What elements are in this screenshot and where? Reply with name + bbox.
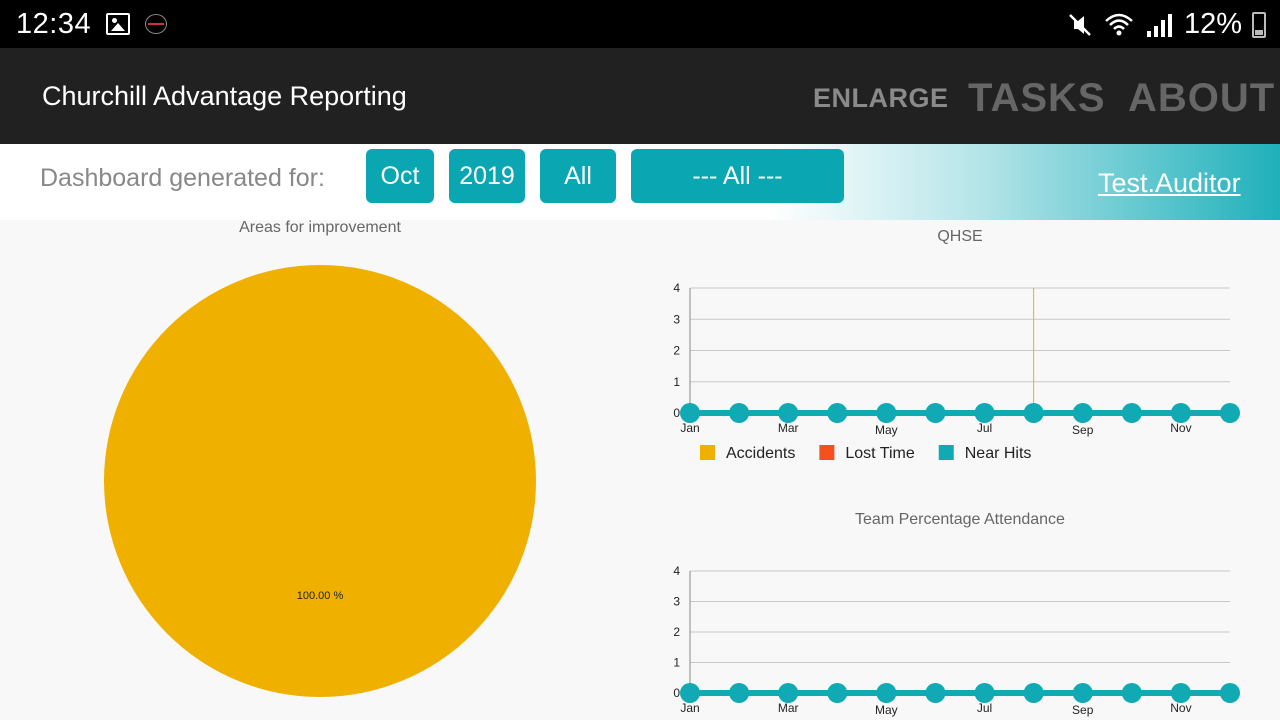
attendance-y-tick-label: 3 xyxy=(673,595,680,609)
attendance-data-point[interactable] xyxy=(876,683,897,703)
attendance-y-tick-label: 2 xyxy=(673,625,680,639)
app-logo-icon xyxy=(145,14,167,34)
attendance-data-point[interactable] xyxy=(1072,683,1093,703)
attendance-y-tick-label: 1 xyxy=(673,656,680,670)
mute-icon xyxy=(1069,13,1091,36)
attendance-data-point[interactable] xyxy=(1170,683,1191,703)
qhse-data-point[interactable] xyxy=(1072,403,1093,423)
year-selector[interactable]: 2019 xyxy=(449,149,525,203)
attendance-chart[interactable]: 0 1 2 3 4 Jan Mar May Jul Sep Nov xyxy=(660,560,1260,720)
qhse-legend-swatch xyxy=(938,445,954,460)
qhse-x-tick-label: Jan xyxy=(680,421,699,435)
attendance-data-point[interactable] xyxy=(680,683,700,703)
attendance-data-point[interactable] xyxy=(778,683,799,703)
attendance-x-tick-label: Sep xyxy=(1072,703,1094,717)
signal-icon xyxy=(1146,13,1172,37)
qhse-legend-label: Lost Time xyxy=(845,445,914,462)
pie-chart-title: Areas for improvement xyxy=(239,219,401,236)
pie-slice-label: 100.00 % xyxy=(297,590,344,602)
attendance-x-tick-label: Mar xyxy=(778,701,799,715)
qhse-y-tick-label: 0 xyxy=(673,406,680,420)
attendance-x-tick-label: May xyxy=(875,703,898,717)
attendance-x-tick-label: Jul xyxy=(977,701,992,715)
battery-icon xyxy=(1252,11,1266,38)
dashboard-label: Dashboard generated for: xyxy=(40,164,325,192)
attendance-data-point[interactable] xyxy=(1023,683,1044,703)
qhse-data-point[interactable] xyxy=(1121,403,1142,423)
attendance-y-tick-label: 0 xyxy=(673,686,680,700)
app-bar: Churchill Advantage Reporting ENLARGE TA… xyxy=(0,48,1280,144)
qhse-legend-label: Near Hits xyxy=(965,445,1032,462)
qhse-x-tick-label: Jul xyxy=(977,421,992,435)
qhse-chart[interactable]: 0 1 2 3 4 Jan Mar May Jul Sep Nov Accidents Lost Tim… xyxy=(660,278,1260,468)
qhse-y-tick-label: 3 xyxy=(673,312,680,326)
qhse-y-tick-label: 2 xyxy=(673,344,680,358)
attendance-x-tick-label: Jan xyxy=(680,701,699,715)
pie-chart[interactable]: 100.00 % xyxy=(90,250,550,710)
pie-slice[interactable] xyxy=(104,265,536,697)
app-title: Churchill Advantage Reporting xyxy=(42,81,407,111)
qhse-data-point[interactable] xyxy=(1220,403,1240,423)
month-selector[interactable]: Oct xyxy=(366,149,434,203)
battery-percent: 12% xyxy=(1183,8,1242,40)
qhse-y-tick-label: 4 xyxy=(673,281,680,295)
qhse-data-point[interactable] xyxy=(1023,403,1044,423)
qhse-x-tick-label: Sep xyxy=(1072,423,1094,437)
qhse-y-tick-label: 1 xyxy=(673,375,680,389)
attendance-data-point[interactable] xyxy=(729,683,750,703)
attendance-chart-title: Team Percentage Attendance xyxy=(855,511,1065,528)
qhse-x-tick-label: Mar xyxy=(778,421,799,435)
qhse-chart-title: QHSE xyxy=(937,228,983,245)
qhse-data-point[interactable] xyxy=(925,403,946,423)
attendance-y-tick-label: 4 xyxy=(673,564,680,578)
qhse-legend-swatch xyxy=(819,445,835,460)
about-button[interactable]: ABOUT xyxy=(1128,76,1276,120)
enlarge-button[interactable]: ENLARGE xyxy=(813,83,949,113)
qhse-data-point[interactable] xyxy=(1170,403,1191,423)
wifi-icon xyxy=(1105,13,1133,35)
qhse-legend-swatch xyxy=(700,445,715,460)
status-bar: 12:34 12% xyxy=(0,0,1280,48)
status-right-group: 12% xyxy=(1066,8,1266,41)
image-icon xyxy=(106,13,130,35)
qhse-data-point[interactable] xyxy=(827,403,848,423)
qhse-x-tick-label: Nov xyxy=(1170,421,1191,435)
qhse-data-point[interactable] xyxy=(974,403,995,423)
tasks-button[interactable]: TASKS xyxy=(968,76,1106,120)
qhse-legend-label: Accidents xyxy=(726,445,795,462)
scope-selector[interactable]: All xyxy=(540,149,616,203)
status-time: 12:34 xyxy=(16,8,92,40)
attendance-data-point[interactable] xyxy=(974,683,995,703)
attendance-data-point[interactable] xyxy=(925,683,946,703)
qhse-data-point[interactable] xyxy=(680,403,700,423)
qhse-x-tick-label: May xyxy=(875,423,898,437)
attendance-data-point[interactable] xyxy=(1220,683,1240,703)
user-link[interactable]: Test.Auditor xyxy=(1098,168,1241,198)
attendance-data-point[interactable] xyxy=(827,683,848,703)
attendance-data-point[interactable] xyxy=(1121,683,1142,703)
filter-bar: Dashboard generated for: Oct 2019 All --… xyxy=(0,144,1280,220)
attendance-x-tick-label: Nov xyxy=(1170,701,1191,715)
team-selector[interactable]: --- All --- xyxy=(631,149,844,203)
qhse-data-point[interactable] xyxy=(876,403,897,423)
qhse-data-point[interactable] xyxy=(729,403,750,423)
qhse-data-point[interactable] xyxy=(778,403,799,423)
